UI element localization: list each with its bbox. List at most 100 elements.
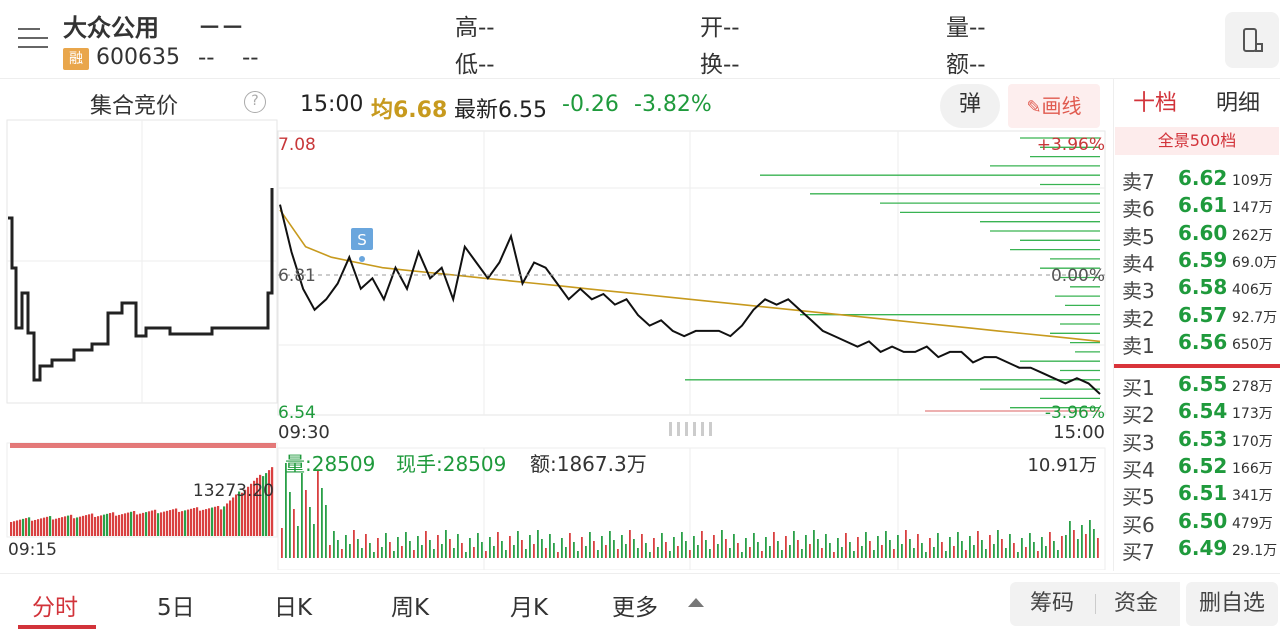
stock-change-pct: -- [242, 45, 259, 71]
volume-bar [625, 544, 627, 558]
quote-open: 开-- [700, 15, 740, 41]
volume-bar [633, 539, 635, 558]
volume-bar [429, 540, 431, 558]
order-volume: 173万 [1232, 406, 1273, 423]
help-icon[interactable]: ? [244, 91, 266, 113]
hand-label: 现手:28509 [396, 452, 506, 476]
volume-bar [953, 546, 955, 558]
volume-bar [605, 545, 607, 558]
order-row[interactable]: 买5 6.51 341万 [1114, 481, 1280, 509]
stock-name: 大众公用 [63, 14, 159, 42]
volume-bar [1049, 532, 1051, 558]
volume-bar [741, 552, 743, 558]
pencil-icon: ✎ [1026, 97, 1042, 118]
header-divider [0, 78, 1280, 79]
volume-bar [681, 532, 683, 558]
order-row[interactable]: 买4 6.52 166万 [1114, 454, 1280, 482]
volume-bar [1029, 533, 1031, 558]
order-row[interactable]: 卖6 6.61 147万 [1114, 193, 1280, 221]
tab-fenshi[interactable]: 分时 [32, 595, 78, 621]
order-row[interactable]: 卖7 6.62 109万 [1114, 166, 1280, 194]
volume-bar [465, 552, 467, 558]
volume-bar [601, 536, 603, 558]
volume-grid-frame [277, 447, 1106, 570]
menu-icon[interactable] [18, 26, 48, 52]
volume-bar [629, 530, 631, 558]
volume-bar [901, 544, 903, 558]
order-row[interactable]: 卖3 6.58 406万 [1114, 275, 1280, 303]
tab-detail[interactable]: 明细 [1216, 91, 1261, 116]
tab-ten-level[interactable]: 十档 [1133, 91, 1178, 116]
s-marker[interactable]: S [351, 228, 373, 262]
intraday-chart[interactable]: S 7.08 6.81 6.54 +3.96% 0.00% -3.96% 09:… [0, 118, 1113, 570]
order-price: 6.54 [1178, 399, 1228, 424]
volume-bar [577, 551, 579, 558]
volume-bar [1073, 530, 1075, 558]
order-row[interactable]: 买7 6.49 29.1万 [1114, 536, 1280, 564]
vol-max-label: 10.91万 [1027, 455, 1097, 476]
danmu-label: 弹 [958, 92, 981, 117]
auction-volume-bar [229, 500, 232, 536]
volume-bar [293, 509, 295, 558]
auction-volume-bar [79, 516, 82, 536]
tab-monthly-k[interactable]: 月K [510, 595, 549, 621]
auction-volume-bar [94, 516, 97, 536]
tab-weekly-k[interactable]: 周K [391, 595, 430, 621]
volume-bar [853, 551, 855, 558]
crosshair-handle[interactable] [669, 422, 712, 436]
volume-bar [521, 540, 523, 558]
draw-line-button[interactable]: ✎画线 [1008, 84, 1100, 128]
danmu-button[interactable]: 弹 [940, 84, 1000, 128]
volume-bar [385, 533, 387, 558]
volume-bar [317, 471, 319, 558]
volume-bar [737, 543, 739, 558]
order-price: 6.50 [1178, 508, 1228, 533]
volume-bar [585, 546, 587, 558]
tab-more[interactable]: 更多 [612, 595, 658, 621]
volume-bar [865, 532, 867, 558]
order-row[interactable]: 买3 6.53 170万 [1114, 427, 1280, 455]
order-row[interactable]: 卖5 6.60 262万 [1114, 221, 1280, 249]
btn-divider [1095, 594, 1096, 614]
auction-volume-bar [118, 514, 121, 536]
volume-bar [1053, 541, 1055, 558]
order-row[interactable]: 买1 6.55 278万 [1114, 372, 1280, 400]
remove-watchlist-button[interactable]: 删自选 [1186, 582, 1278, 626]
auction-volume-bar [70, 514, 73, 536]
auction-volume-bar [187, 509, 190, 536]
volume-bar [349, 544, 351, 558]
volume-bar [1065, 535, 1067, 558]
tab-daily-k[interactable]: 日K [274, 595, 313, 621]
auction-volume-bar [100, 515, 103, 536]
tab-5day[interactable]: 5日 [157, 595, 195, 621]
volume-bar [393, 551, 395, 558]
volume-bar [701, 531, 703, 558]
volume-bar [1081, 525, 1083, 558]
auction-volume-bar [73, 518, 76, 536]
order-row[interactable]: 买2 6.54 173万 [1114, 399, 1280, 427]
landscape-button[interactable] [1225, 12, 1279, 68]
volume-bar [321, 488, 323, 558]
volume-bar [825, 534, 827, 558]
auction-volume-bar [43, 517, 46, 536]
caret-up-icon[interactable] [688, 598, 704, 607]
chip-button[interactable]: 筹码 资金 [1010, 582, 1180, 626]
volume-bar [957, 532, 959, 558]
auction-volume-bar [46, 516, 49, 536]
order-row[interactable]: 卖1 6.56 650万 [1114, 330, 1280, 358]
quote-amount: 额-- [946, 52, 986, 78]
volume-bar [761, 551, 763, 558]
amount-label: 额:1867.3万 [530, 452, 647, 476]
full-500-button[interactable]: 全景500档 [1115, 127, 1279, 155]
order-row[interactable]: 卖2 6.57 92.7万 [1114, 303, 1280, 331]
order-volume: 262万 [1232, 227, 1273, 244]
volume-bar [1057, 550, 1059, 558]
volume-bar [997, 530, 999, 558]
volume-bar [925, 552, 927, 558]
order-row[interactable]: 买6 6.50 479万 [1114, 508, 1280, 537]
order-row[interactable]: 卖4 6.59 69.0万 [1114, 248, 1280, 276]
auction-volume-bar [139, 513, 142, 536]
volume-bar [421, 545, 423, 558]
volume-bar [361, 548, 363, 558]
volume-bar [573, 542, 575, 558]
